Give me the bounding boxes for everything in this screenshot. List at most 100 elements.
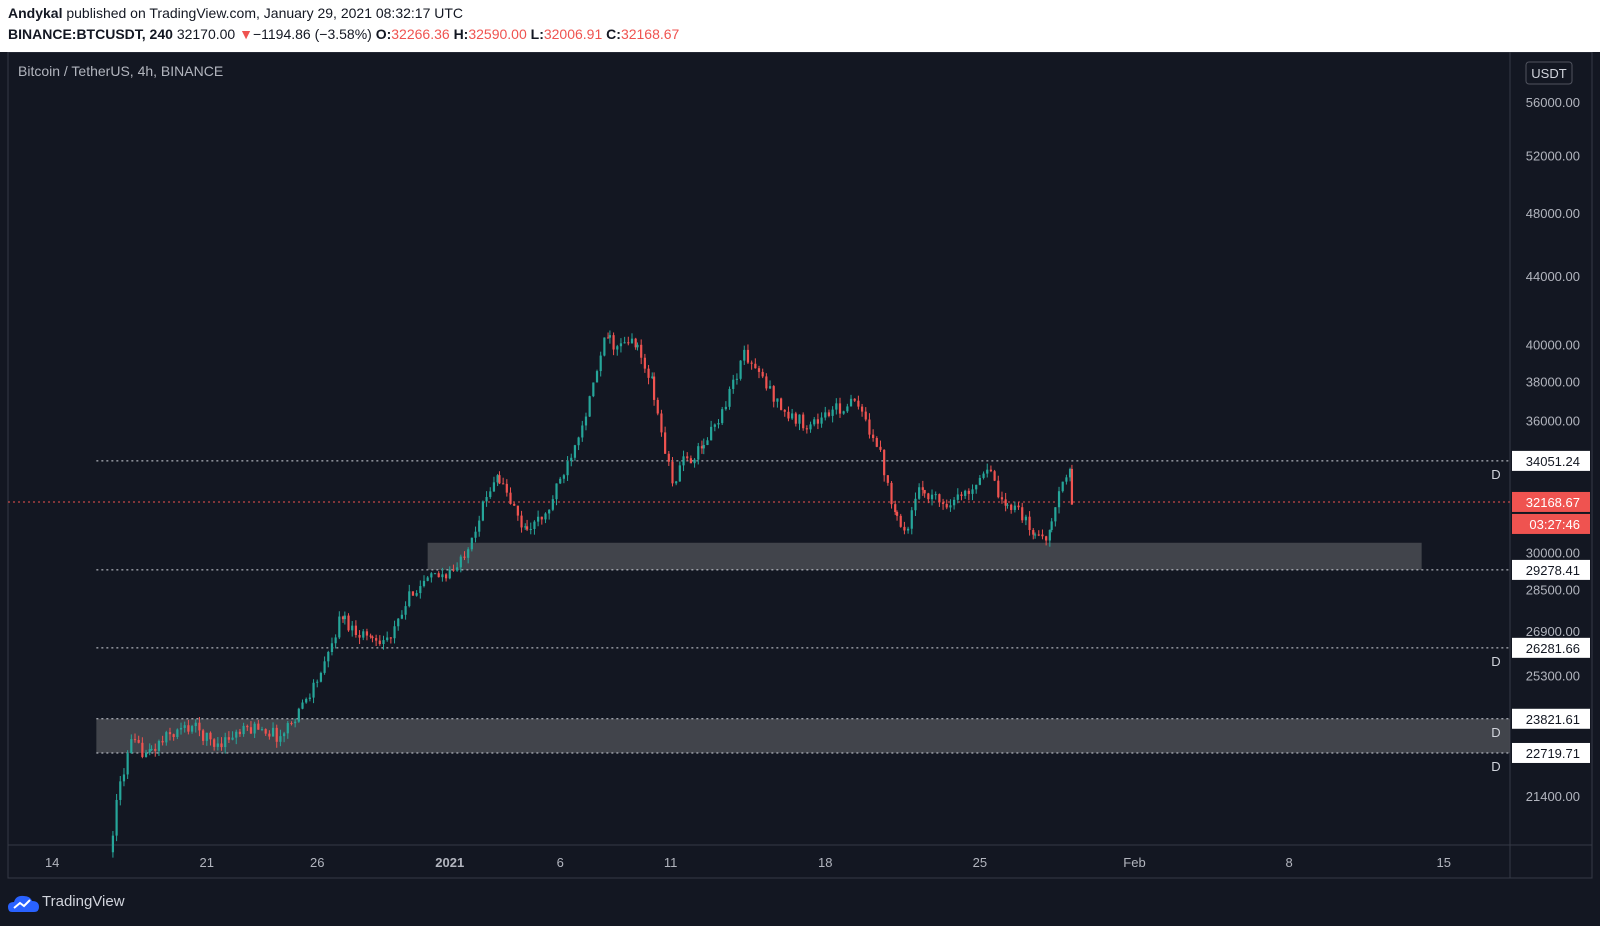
- candle-body: [860, 406, 864, 412]
- level-price-label: 34051.24: [1526, 454, 1580, 469]
- candle-body: [956, 494, 959, 500]
- candle-body: [975, 484, 978, 490]
- candle-body: [194, 722, 197, 727]
- candle-body: [375, 638, 378, 641]
- time-tick-label: 26: [310, 855, 324, 870]
- candle-body: [452, 569, 455, 571]
- brand-label[interactable]: TradingView: [42, 893, 125, 910]
- candle-body: [1032, 530, 1035, 535]
- candle-body: [949, 505, 952, 508]
- candle-body: [463, 556, 466, 558]
- candle-body: [588, 396, 591, 417]
- candle-body: [566, 461, 569, 476]
- candle-body: [816, 419, 820, 424]
- candle-body: [422, 580, 426, 587]
- candle-body: [330, 643, 334, 653]
- candle-body: [308, 697, 311, 699]
- candle-body: [474, 531, 477, 538]
- currency-badge[interactable]: USDT: [1525, 61, 1573, 85]
- candle-body: [671, 461, 674, 484]
- candle-body: [982, 473, 985, 478]
- candle-body: [130, 739, 133, 754]
- time-axis[interactable]: 14 21 26 2021 6 11 18 25 Feb 8 15: [45, 855, 1451, 870]
- candle-body: [334, 637, 337, 644]
- candle-body: [520, 515, 523, 528]
- candle-body: [1028, 516, 1031, 531]
- candle-body: [548, 509, 551, 514]
- candle-body: [820, 417, 823, 424]
- candle-body: [426, 577, 429, 581]
- price-chart[interactable]: 56000.00 52000.00 48000.00 44000.00 40000.00…: [0, 52, 1600, 880]
- candle-body: [989, 469, 993, 472]
- level-marker-label: D: [1491, 725, 1500, 740]
- candle-body: [1057, 491, 1061, 508]
- candle-body: [667, 453, 670, 462]
- candle-body: [682, 456, 685, 466]
- candle-body: [921, 487, 924, 490]
- level-price-tag: [1512, 559, 1590, 580]
- candle-body: [562, 475, 565, 479]
- candle-body: [386, 637, 389, 641]
- candle-body: [227, 737, 230, 740]
- low-value: 32006.91: [543, 26, 603, 42]
- countdown-label: 03:27:46: [1529, 517, 1580, 532]
- price-axis[interactable]: 56000.00 52000.00 48000.00 44000.00 40000.00…: [1526, 95, 1580, 804]
- candle-body: [689, 458, 692, 464]
- candle-body: [202, 730, 205, 741]
- candle-body: [636, 344, 639, 348]
- candle-body: [754, 363, 757, 369]
- candle-body: [529, 528, 532, 530]
- candle-body: [231, 737, 234, 740]
- current-price-label: 32168.67: [1526, 495, 1580, 510]
- candle-body: [630, 338, 634, 344]
- candle-body: [224, 737, 227, 748]
- candle-body: [133, 739, 137, 741]
- candle-body: [505, 483, 508, 493]
- candle-body: [772, 386, 775, 402]
- tradingview-cloud-icon: [8, 895, 39, 912]
- candle-body: [606, 337, 610, 339]
- candle-body: [126, 753, 129, 775]
- candle-body: [382, 640, 385, 645]
- candle-body: [183, 725, 186, 728]
- candle-body: [986, 469, 989, 474]
- low-label: L:: [530, 26, 544, 42]
- candle-body: [953, 499, 956, 506]
- level-price-tag: [1512, 637, 1590, 658]
- candle-body: [761, 371, 764, 377]
- price-tick-label: 21400.00: [1526, 789, 1580, 804]
- candle-body: [111, 835, 115, 853]
- candle-body: [656, 399, 659, 414]
- demand-zone: [427, 542, 1422, 570]
- candle-body: [1061, 481, 1064, 492]
- candle-body: [190, 726, 194, 732]
- time-tick-label: 6: [557, 855, 564, 870]
- candle-body: [437, 573, 440, 578]
- candle-body: [290, 723, 293, 725]
- candle-body: [584, 416, 588, 426]
- candle-body: [341, 616, 345, 620]
- price-tick-label: 30000.00: [1526, 545, 1580, 560]
- candle-body: [809, 424, 812, 430]
- candle-body: [1021, 507, 1024, 521]
- price-tick-label: 25300.00: [1526, 668, 1580, 683]
- candle-body: [492, 482, 496, 492]
- level-price-label: 26281.66: [1526, 641, 1580, 656]
- candlesticks: [111, 330, 1074, 858]
- candle-body: [1050, 521, 1053, 530]
- candle-body: [941, 502, 945, 504]
- candle-body: [378, 640, 381, 645]
- price-tick-label: 52000.00: [1526, 148, 1580, 163]
- candle-body: [362, 631, 365, 638]
- open-value: 32266.36: [391, 26, 450, 42]
- candle-body: [693, 459, 696, 464]
- candle-body: [559, 478, 562, 484]
- time-tick-label: 2021: [435, 855, 464, 870]
- candle-body: [802, 414, 805, 429]
- candle-body: [187, 725, 190, 732]
- candle-body: [397, 618, 400, 627]
- candle-body: [831, 409, 834, 416]
- author-name[interactable]: Andykal: [8, 5, 63, 21]
- candle-body: [198, 722, 201, 731]
- level-price-tag: [1512, 742, 1590, 763]
